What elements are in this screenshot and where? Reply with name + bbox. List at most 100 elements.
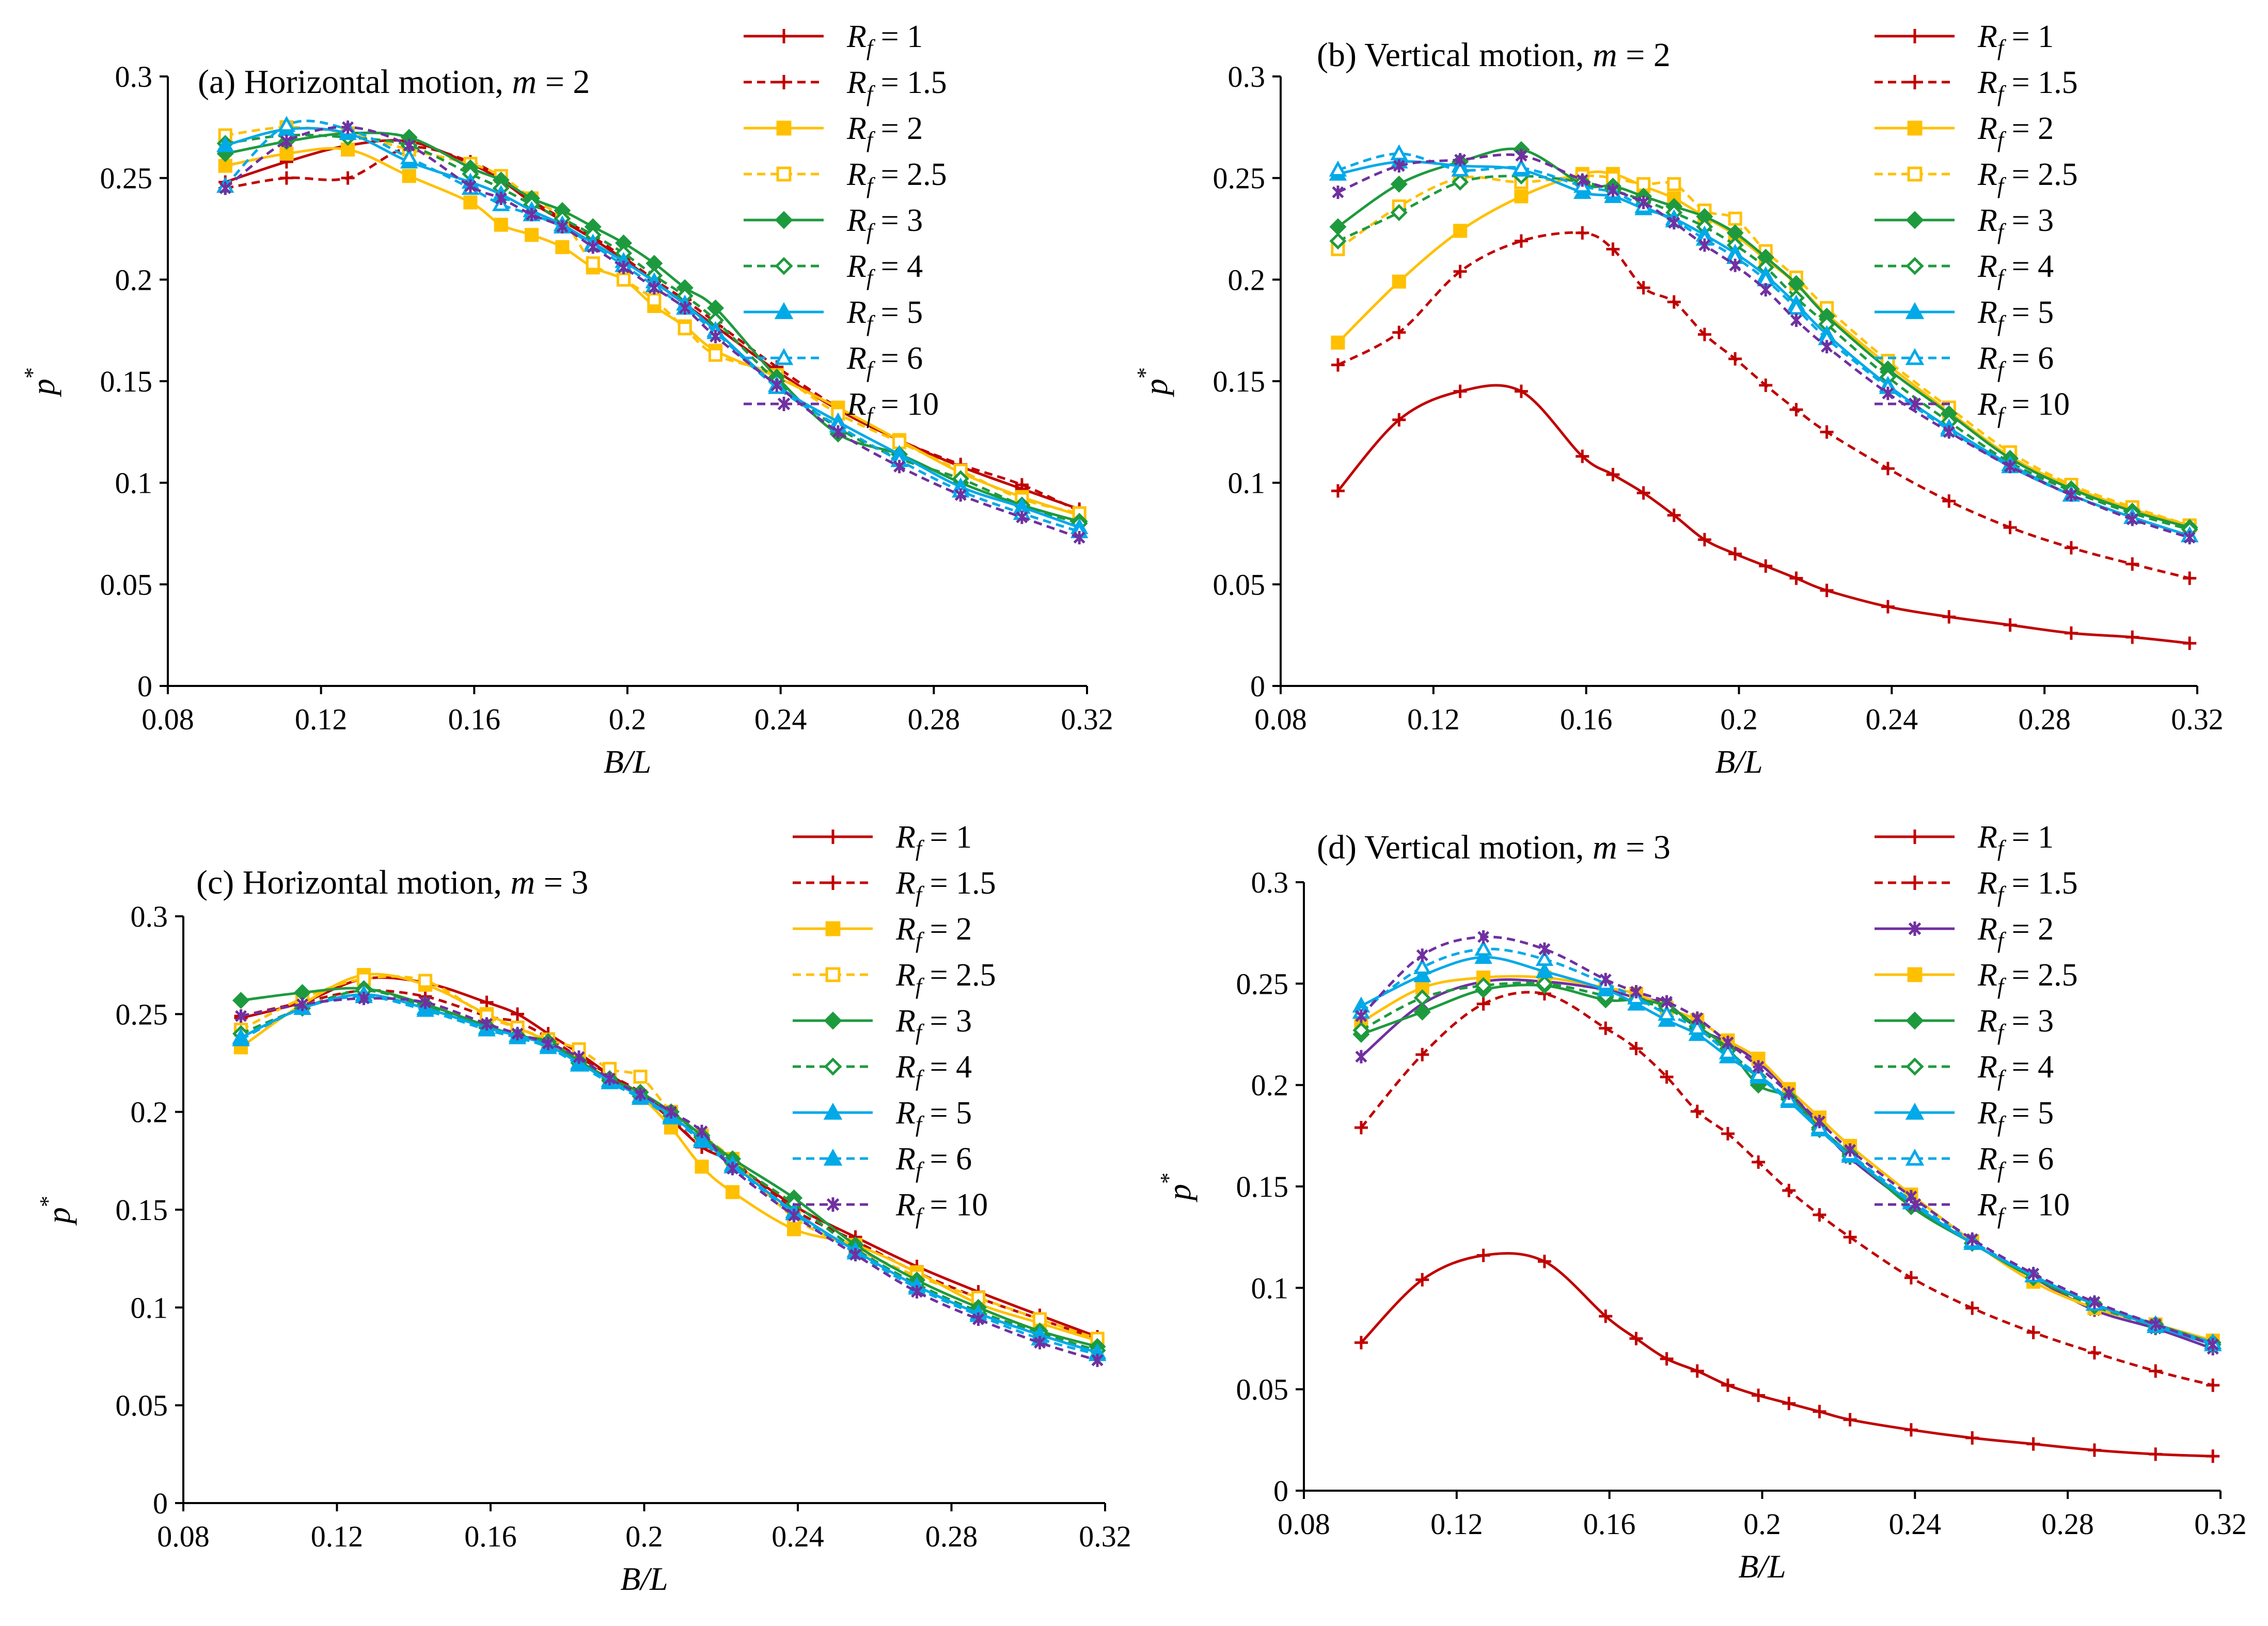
x-tick-label: 0.24 — [1889, 1507, 1942, 1541]
legend-label-value: = 1.5 — [2004, 65, 2077, 100]
legend-label-r: R — [895, 1142, 916, 1177]
legend-label: Rf = 4 — [1977, 249, 2054, 290]
data-point — [232, 1030, 250, 1046]
x-tick-label: 0.32 — [2194, 1507, 2247, 1541]
data-point — [1331, 335, 1345, 350]
x-tick-label: 0.2 — [609, 702, 647, 736]
legend-label-value: = 2 — [2004, 111, 2054, 146]
y-axis-label-sup: * — [1156, 1172, 1181, 1184]
legend-marker — [1905, 1057, 1924, 1076]
legend-marker — [826, 830, 840, 844]
legend-label-value: = 2 — [922, 912, 972, 947]
legend-entry: Rf = 4 — [793, 1050, 972, 1091]
data-point — [2003, 521, 2017, 535]
legend-entry: Rf = 3 — [1875, 203, 2054, 244]
legend-marker — [1907, 120, 1923, 136]
data-point — [1474, 940, 1492, 956]
data-point — [849, 1248, 862, 1262]
y-tick-label: 0.25 — [1236, 967, 1289, 1000]
data-point — [678, 321, 692, 336]
legend-label-value: = 2.5 — [922, 958, 996, 993]
data-point — [1690, 1104, 1704, 1118]
series-10 — [219, 120, 1085, 544]
series-line — [1337, 153, 2190, 539]
data-point — [832, 425, 844, 439]
legend-label-value: = 10 — [2004, 387, 2070, 422]
data-point — [1453, 384, 1467, 398]
legend-label-r: R — [846, 387, 867, 422]
series-line — [1360, 935, 2214, 1346]
legend-entry: Rf = 3 — [793, 1004, 972, 1045]
data-point — [2125, 630, 2139, 644]
legend-label: Rf = 3 — [895, 1004, 972, 1045]
y-tick-label: 0.3 — [131, 900, 168, 933]
data-point — [2125, 557, 2139, 571]
data-point — [570, 1055, 588, 1072]
y-tick-label: 0.1 — [115, 466, 153, 500]
legend-marker — [1908, 29, 1922, 43]
legend-marker — [1905, 302, 1925, 319]
data-point — [1820, 425, 1834, 439]
legend-label-r: R — [1977, 866, 1997, 901]
legend-entry: Rf = 5 — [1875, 1096, 2054, 1137]
data-point — [1606, 242, 1620, 256]
series-10 — [235, 992, 1104, 1367]
legend-label: Rf = 5 — [1977, 295, 2054, 336]
legend-label: Rf = 4 — [846, 249, 923, 290]
legend-label-value: = 3 — [873, 203, 923, 238]
data-point — [1965, 1301, 1979, 1315]
data-point — [481, 1017, 493, 1031]
data-point — [1722, 1036, 1734, 1050]
data-point — [1477, 930, 1490, 944]
data-point — [1091, 1353, 1104, 1367]
data-point — [296, 997, 309, 1011]
legend-label: Rf = 2 — [895, 912, 972, 953]
data-point — [1637, 195, 1650, 209]
series-1 — [1354, 1248, 2220, 1463]
legend-entry: Rf = 4 — [1875, 249, 2054, 290]
legend-label-value: = 5 — [922, 1096, 972, 1131]
panel-title-part: m — [511, 864, 536, 901]
data-point — [419, 995, 432, 1009]
data-point — [1789, 571, 1803, 585]
data-point — [1599, 1309, 1613, 1323]
data-point — [617, 272, 631, 287]
data-point — [2004, 460, 2017, 474]
data-point — [1537, 1255, 1551, 1269]
data-point — [1782, 1397, 1796, 1411]
legend-label-r: R — [895, 1050, 916, 1085]
legend-marker — [826, 875, 840, 890]
data-point — [604, 1072, 616, 1086]
data-point — [1721, 1127, 1735, 1140]
y-tick-label: 0 — [153, 1487, 168, 1520]
data-point — [480, 995, 494, 1009]
data-point — [1073, 530, 1085, 544]
data-point — [2149, 1364, 2163, 1378]
legend-label-value: = 4 — [2004, 249, 2054, 284]
data-point — [573, 1050, 585, 1064]
data-point — [495, 192, 507, 205]
data-point — [279, 171, 293, 185]
legend-label-value: = 10 — [873, 387, 939, 422]
legend-label: Rf = 4 — [1977, 1050, 2054, 1091]
legend-entry: Rf = 5 — [793, 1096, 972, 1137]
y-axis-label-sup: * — [35, 1196, 60, 1207]
x-tick-label: 0.28 — [2041, 1507, 2094, 1541]
data-point — [2126, 512, 2138, 526]
series-line — [225, 146, 1080, 513]
data-point — [1942, 610, 1956, 624]
legend-marker — [1907, 967, 1923, 982]
x-axis-label: B/L — [1738, 1548, 1786, 1585]
x-tick-label: 0.12 — [1407, 702, 1460, 736]
data-point — [1749, 1065, 1768, 1082]
y-tick-label: 0.3 — [1251, 866, 1289, 899]
x-tick-label: 0.32 — [2171, 702, 2224, 736]
y-tick-label: 0 — [1250, 669, 1265, 703]
legend-marker — [826, 1197, 840, 1212]
data-point — [954, 488, 967, 502]
data-point — [1332, 185, 1344, 199]
legend-label-r: R — [846, 65, 867, 100]
legend-label-r: R — [895, 1187, 916, 1223]
legend-marker — [1908, 75, 1922, 89]
legend-marker — [1908, 921, 1922, 936]
